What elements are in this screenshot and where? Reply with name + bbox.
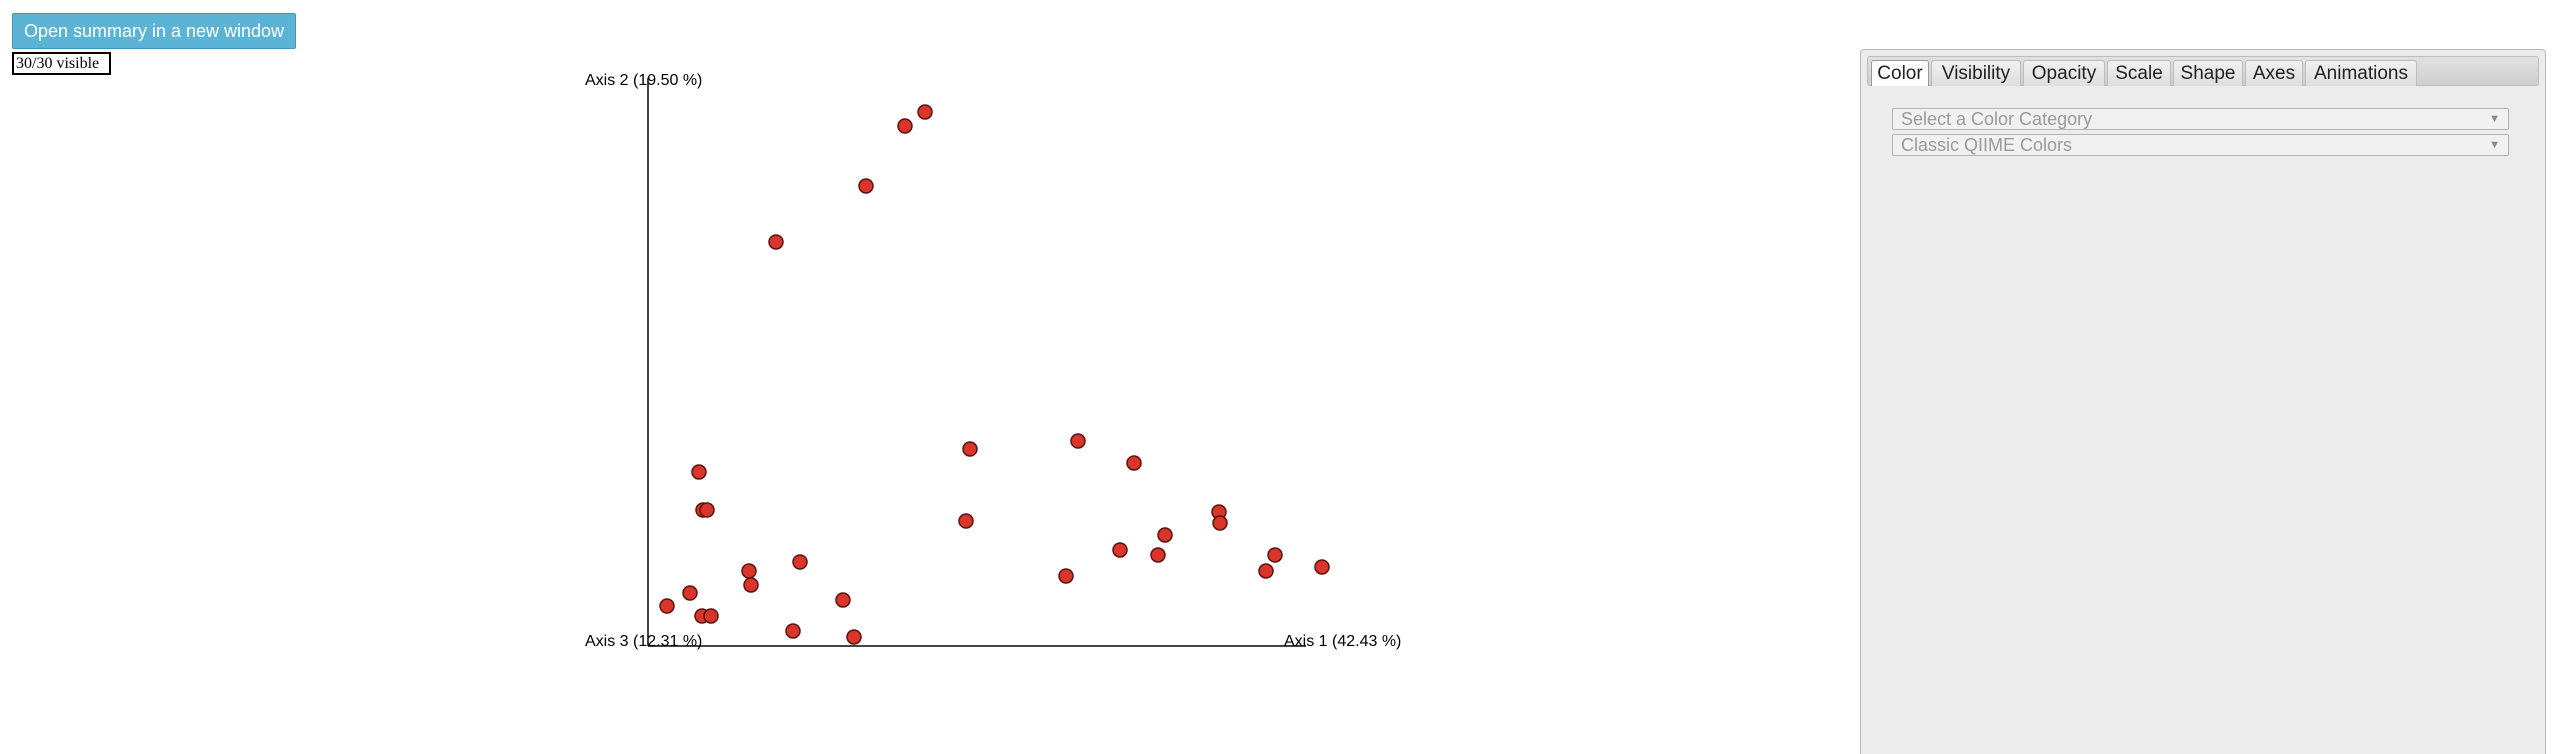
sample-point[interactable] — [1212, 515, 1228, 531]
colormap-value: Classic QIIME Colors — [1901, 135, 2073, 155]
open-summary-button[interactable]: Open summary in a new window — [12, 13, 296, 49]
sample-point[interactable] — [682, 585, 698, 601]
sample-point[interactable] — [1314, 559, 1330, 575]
sample-point[interactable] — [958, 513, 974, 529]
sample-point[interactable] — [792, 554, 808, 570]
sample-point[interactable] — [846, 629, 862, 645]
sample-point[interactable] — [1258, 563, 1274, 579]
axis-2-label: Axis 2 (19.50 %) — [585, 72, 702, 89]
visible-count-label: 30/30 visible — [12, 52, 111, 75]
sample-point[interactable] — [1112, 542, 1128, 558]
sample-point[interactable] — [768, 234, 784, 250]
axis-1-label: Axis 1 (42.43 %) — [1284, 633, 1401, 650]
sample-point[interactable] — [917, 104, 933, 120]
tab-animations[interactable]: Animations — [2305, 60, 2417, 86]
control-panel: Color Visibility Opacity Scale Shape Axe… — [1860, 49, 2546, 754]
sample-point[interactable] — [897, 118, 913, 134]
sample-point[interactable] — [962, 441, 978, 457]
axis-3-label: Axis 3 (12.31 %) — [585, 633, 702, 650]
sample-point[interactable] — [659, 598, 675, 614]
tab-bar: Color Visibility Opacity Scale Shape Axe… — [1867, 56, 2539, 86]
sample-point[interactable] — [699, 502, 715, 518]
sample-points[interactable] — [659, 104, 1330, 645]
sample-point[interactable] — [1267, 547, 1283, 563]
color-category-placeholder: Select a Color Category — [1901, 109, 2093, 129]
sample-point[interactable] — [1070, 433, 1086, 449]
sample-point[interactable] — [1157, 527, 1173, 543]
sample-point[interactable] — [691, 464, 707, 480]
sample-point[interactable] — [743, 577, 759, 593]
chevron-down-icon: ▼ — [2489, 139, 2500, 151]
sample-point[interactable] — [1150, 547, 1166, 563]
tab-scale[interactable]: Scale — [2107, 60, 2171, 86]
tab-axes[interactable]: Axes — [2245, 60, 2303, 86]
tab-shape[interactable]: Shape — [2173, 60, 2243, 86]
tab-visibility[interactable]: Visibility — [1931, 60, 2021, 86]
sample-point[interactable] — [785, 623, 801, 639]
tab-color[interactable]: Color — [1871, 60, 1929, 86]
sample-point[interactable] — [741, 563, 757, 579]
color-category-select[interactable]: Select a Color Category ▼ — [1892, 108, 2509, 130]
sample-point[interactable] — [1126, 455, 1142, 471]
sample-point[interactable] — [835, 592, 851, 608]
colormap-select[interactable]: Classic QIIME Colors ▼ — [1892, 134, 2509, 156]
sample-point[interactable] — [703, 608, 719, 624]
emperor-plot[interactable]: Axis 2 (19.50 %) Axis 3 (12.31 %) Axis 1… — [0, 0, 1860, 754]
sample-point[interactable] — [858, 178, 874, 194]
chevron-down-icon: ▼ — [2489, 113, 2500, 125]
tab-opacity[interactable]: Opacity — [2023, 60, 2105, 86]
sample-point[interactable] — [1058, 568, 1074, 584]
